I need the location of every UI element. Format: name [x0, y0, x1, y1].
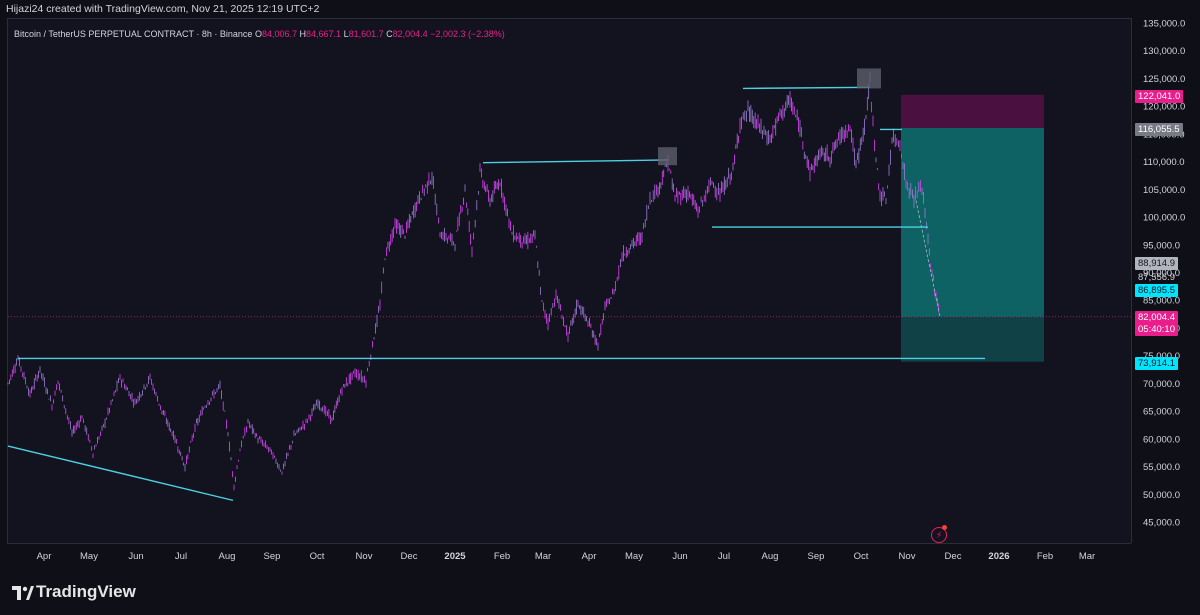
stop-price-tag: 122,041.0	[1135, 90, 1184, 103]
time-tick-label: May	[625, 551, 643, 562]
ohlc-high-label: H	[299, 29, 307, 39]
time-tick-label: Feb	[1037, 551, 1053, 562]
ohlc-open-label: O	[254, 29, 262, 39]
price-tick-label: 135,000.0	[1143, 19, 1185, 30]
brand-name: TradingView	[36, 582, 136, 601]
price-tick-label: 75,000.0	[1143, 351, 1180, 362]
time-tick-label: Dec	[945, 551, 962, 562]
price-tick-label: 125,000.0	[1143, 74, 1185, 85]
profit-zone-remaining	[901, 316, 1044, 362]
price-tick-label: 55,000.0	[1143, 462, 1180, 473]
price-scale[interactable]	[1131, 18, 1194, 543]
bar-countdown: 05:40:10	[1135, 323, 1178, 336]
time-tick-label: Jul	[718, 551, 730, 562]
price-tick-label: 60,000.0	[1143, 434, 1180, 445]
symbol-legend: Bitcoin / TetherUS PERPETUAL CONTRACT · …	[14, 29, 505, 39]
resistance-line-1	[482, 159, 669, 164]
ohlc-low-label: L	[343, 29, 349, 39]
cyan-price-tag: 86,895.5	[1135, 284, 1178, 297]
price-tick-label: 50,000.0	[1143, 490, 1180, 501]
time-tick-label: Mar	[1079, 551, 1095, 562]
attribution-bar: Hijazi24 created with TradingView.com, N…	[0, 0, 1200, 18]
resistance-line-2	[742, 86, 871, 90]
time-tick-label: Apr	[582, 551, 597, 562]
grey-price-tag: 88,914.9	[1135, 257, 1178, 270]
time-tick-label: Nov	[356, 551, 373, 562]
price-tick-label: 45,000.0	[1143, 518, 1180, 529]
price-tick-label: 65,000.0	[1143, 407, 1180, 418]
price-tick-label: 90,000.0	[1143, 268, 1180, 279]
price-tick-label: 85,000.0	[1143, 296, 1180, 307]
time-tick-label: 2026	[988, 551, 1009, 562]
time-tick-label: Aug	[762, 551, 779, 562]
time-tick-label: Aug	[219, 551, 236, 562]
time-tick-label: Jun	[128, 551, 143, 562]
stop-loss-zone	[901, 94, 1044, 129]
ohlc-close: 82,004.4	[392, 29, 428, 39]
tradingview-logo-icon	[12, 586, 34, 600]
time-tick-label: Mar	[535, 551, 551, 562]
plain-price-tag: 87,556.9	[1138, 272, 1175, 283]
time-scale[interactable]	[7, 543, 1131, 568]
price-tick-label: 120,000.0	[1143, 102, 1185, 113]
time-tick-label: Apr	[37, 551, 52, 562]
high-marker	[658, 147, 677, 166]
profit-zone	[901, 128, 1044, 317]
descending-support-line	[7, 445, 234, 502]
ohlc-low: 81,601.7	[348, 29, 384, 39]
time-tick-label: Oct	[310, 551, 325, 562]
symbol-name: Bitcoin / TetherUS PERPETUAL CONTRACT · …	[14, 29, 253, 39]
time-tick-label: Jul	[175, 551, 187, 562]
last-price-tag: 82,004.4	[1135, 311, 1178, 324]
time-tick-label: 2025	[444, 551, 466, 562]
target-price-tag: 73,914.1	[1135, 357, 1178, 370]
time-tick-label: Feb	[494, 551, 510, 562]
time-tick-label: Jun	[672, 551, 687, 562]
price-tick-label: 130,000.0	[1143, 46, 1185, 57]
time-tick-label: Oct	[854, 551, 869, 562]
time-tick-label: May	[80, 551, 98, 562]
high-marker	[857, 68, 881, 89]
entry-price-tag: 116,055.5	[1135, 123, 1183, 136]
alert-bolt-icon[interactable]: ⚡	[931, 527, 947, 543]
time-tick-label: Sep	[808, 551, 825, 562]
notification-dot-icon	[942, 525, 947, 530]
price-tick-label: 95,000.0	[1143, 240, 1180, 251]
ohlc-close-label: C	[386, 29, 393, 39]
price-tick-label: 70,000.0	[1143, 379, 1180, 390]
time-tick-label: Nov	[899, 551, 916, 562]
price-tick-label: 105,000.0	[1143, 185, 1185, 196]
price-tick-label: 100,000.0	[1143, 213, 1185, 224]
time-tick-label: Sep	[264, 551, 281, 562]
ohlc-open: 84,006.7	[261, 29, 297, 39]
ohlc-change: −2,002.3 (−2.38%)	[430, 29, 505, 39]
time-tick-label: Dec	[401, 551, 418, 562]
attribution-text: Hijazi24 created with TradingView.com, N…	[6, 3, 320, 15]
ohlc-high: 84,667.1	[306, 29, 342, 39]
price-tick-label: 110,000.0	[1143, 157, 1185, 168]
